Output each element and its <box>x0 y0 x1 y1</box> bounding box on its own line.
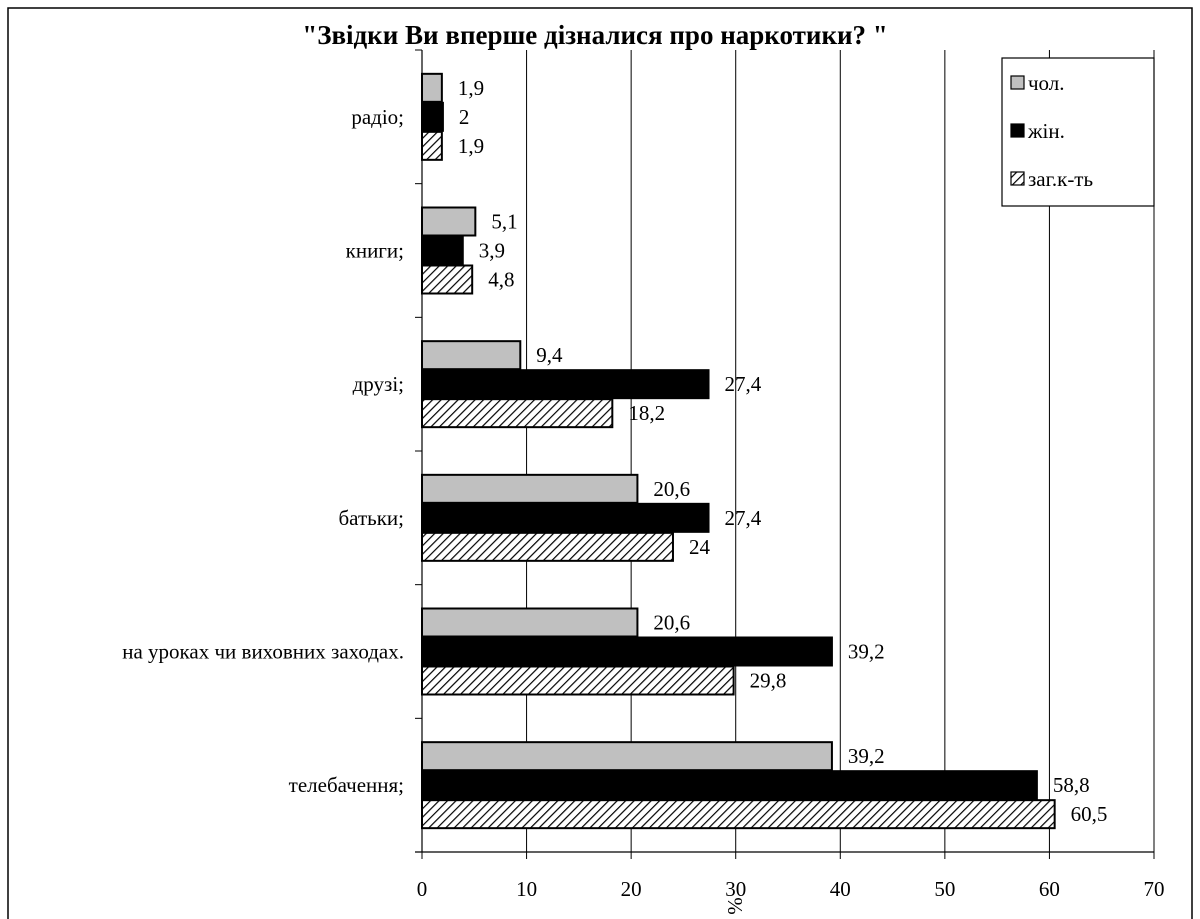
bar-2-2 <box>421 398 614 429</box>
bars <box>421 72 1056 830</box>
legend-swatch-0 <box>1010 75 1025 90</box>
bar-5-1 <box>421 770 1038 801</box>
data-label-5-2: 60,5 <box>1071 802 1108 826</box>
x-tick-label-50: 50 <box>934 877 955 901</box>
legend-label-1: жін. <box>1027 119 1065 143</box>
x-tick-label-70: 70 <box>1144 877 1165 901</box>
data-label-2-2: 18,2 <box>628 401 665 425</box>
bar-1-2 <box>421 264 474 295</box>
bar-1-1 <box>421 235 464 266</box>
data-label-4-2: 29,8 <box>750 669 787 693</box>
legend: чол. жін. заг.к-ть <box>1001 57 1155 207</box>
x-tick-label-30: 30 <box>725 877 746 901</box>
data-label-5-1: 58,8 <box>1053 773 1090 797</box>
data-label-1-1: 3,9 <box>479 239 505 263</box>
chart-title: "Звідки Ви вперше дізналися про наркотик… <box>302 20 888 50</box>
data-label-5-0: 39,2 <box>848 744 885 768</box>
bar-1-0 <box>421 206 477 237</box>
bar-0-2 <box>421 130 443 161</box>
legend-swatch-2 <box>1010 171 1025 186</box>
bar-2-1 <box>421 369 710 400</box>
bar-2-0 <box>421 340 522 371</box>
legend-swatch-1 <box>1010 123 1025 138</box>
bar-0-0 <box>421 72 443 103</box>
bar-0-1 <box>421 101 444 132</box>
data-label-2-1: 27,4 <box>725 372 762 396</box>
category-label-1: книги; <box>346 239 404 263</box>
bar-5-2 <box>421 799 1056 830</box>
x-tick-label-40: 40 <box>830 877 851 901</box>
category-label-5: телебачення; <box>289 773 404 797</box>
x-tick-label-0: 0 <box>417 877 428 901</box>
category-label-4: на уроках чи виховних заходах. <box>122 640 404 664</box>
data-label-0-2: 1,9 <box>458 134 484 158</box>
x-tick-label-10: 10 <box>516 877 537 901</box>
data-label-4-1: 39,2 <box>848 640 885 664</box>
data-label-2-0: 9,4 <box>536 343 563 367</box>
category-label-2: друзі; <box>353 372 404 396</box>
chart-frame <box>7 7 1193 919</box>
data-label-3-0: 20,6 <box>653 477 690 501</box>
data-labels: 1,9 2 1,9 5,1 3,9 4,8 9,4 27,4 18,2 20,6 27,4 24 20,… <box>458 76 1108 826</box>
data-label-3-1: 27,4 <box>725 506 762 530</box>
data-label-1-2: 4,8 <box>488 268 514 292</box>
axes <box>415 49 1155 859</box>
category-label-0: радіо; <box>351 105 404 129</box>
x-axis-label: % <box>723 897 747 915</box>
tick-labels: 0 10 20 30 40 50 60 70 <box>417 877 1165 901</box>
bar-3-0 <box>421 473 639 504</box>
bar-3-2 <box>421 531 674 562</box>
data-label-4-0: 20,6 <box>653 611 690 635</box>
legend-label-0: чол. <box>1028 71 1065 95</box>
x-tick-label-60: 60 <box>1039 877 1060 901</box>
x-tick-label-20: 20 <box>621 877 642 901</box>
bar-5-0 <box>421 741 833 772</box>
legend-label-2: заг.к-ть <box>1028 167 1093 191</box>
data-label-0-1: 2 <box>459 105 470 129</box>
bar-4-2 <box>421 665 735 696</box>
legend-box <box>1001 57 1155 207</box>
bar-3-1 <box>421 502 710 533</box>
category-labels: радіо; книги; друзі; батьки; на уроках чи ви… <box>122 105 404 797</box>
bar-4-1 <box>421 636 833 667</box>
data-label-1-0: 5,1 <box>491 210 517 234</box>
data-label-3-2: 24 <box>689 535 711 559</box>
bar-4-0 <box>421 607 639 638</box>
data-label-0-0: 1,9 <box>458 76 484 100</box>
category-label-3: батьки; <box>339 506 405 530</box>
